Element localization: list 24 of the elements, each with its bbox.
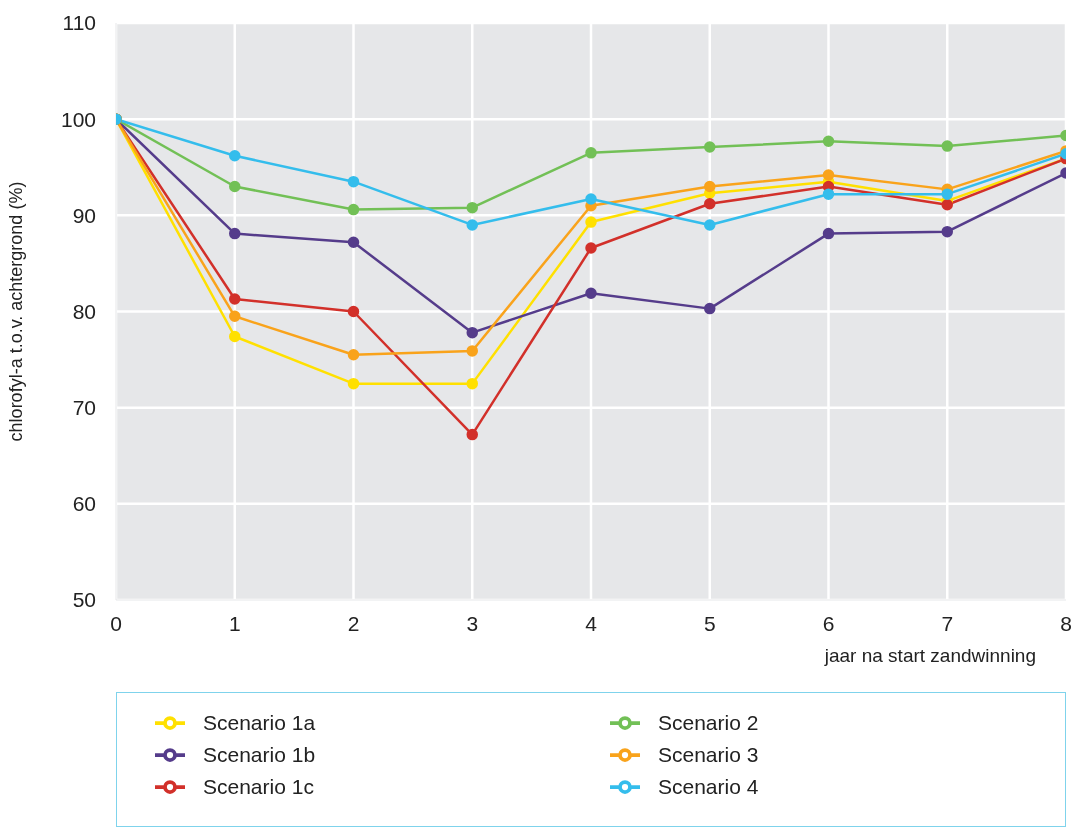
x-tick-label: 8	[1060, 611, 1072, 635]
legend-label: Scenario 1b	[203, 743, 316, 766]
x-tick-label: 0	[110, 611, 122, 635]
y-tick-label: 90	[72, 203, 96, 227]
legend-label: Scenario 2	[658, 711, 759, 734]
x-tick-label: 2	[347, 611, 360, 635]
x-tick-label: 4	[585, 611, 598, 635]
legend-label: Scenario 3	[658, 743, 759, 766]
y-tick-label: 60	[72, 492, 96, 516]
y-tick-label: 80	[72, 299, 96, 323]
y-tick-label: 70	[72, 396, 96, 420]
x-tick-label: 3	[466, 611, 479, 635]
x-tick-label: 1	[228, 611, 241, 635]
legend-label: Scenario 1c	[203, 775, 314, 798]
legend-label: Scenario 1a	[203, 711, 316, 734]
y-tick-label: 100	[60, 107, 96, 131]
x-axis-title: jaar na start zandwinning	[823, 645, 1036, 666]
y-tick-label: 110	[62, 11, 96, 35]
x-tick-label: 5	[703, 611, 716, 635]
y-tick-label: 50	[72, 588, 96, 612]
legend-label: Scenario 4	[658, 775, 759, 798]
x-tick-label: 6	[822, 611, 835, 635]
y-axis-title: chlorofyl-a t.o.v. achtergrond (%)	[6, 181, 27, 442]
x-tick-label: 7	[941, 611, 954, 635]
